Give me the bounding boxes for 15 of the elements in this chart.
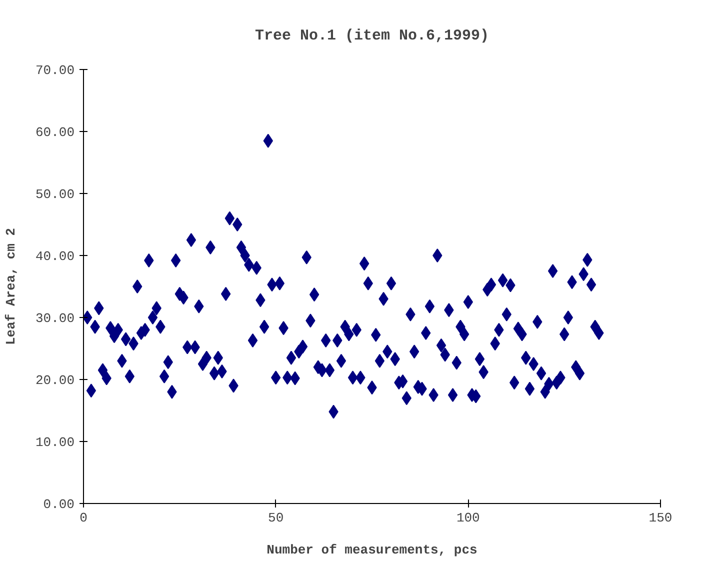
y-tick-label: 70.00 [35,63,75,78]
x-tick-label: 100 [456,510,480,526]
x-tick-label: 50 [268,510,284,526]
chart-title: Tree No.1 (item No.6,1999) [254,28,490,44]
x-tick-label: 0 [80,510,88,526]
x-axis-title: Number of measurements, pcs [266,542,478,558]
y-tick-label: 30.00 [35,311,75,326]
y-tick-label: 60.00 [35,125,75,140]
y-axis-title: Leaf Area, cm 2 [3,228,18,346]
y-tick-label: 20.00 [35,373,75,388]
x-tick-label: 150 [648,510,672,526]
y-tick-label: 10.00 [35,435,75,450]
y-tick-label: 40.00 [35,249,75,264]
y-tick-label: 50.00 [35,187,75,202]
y-tick-label: 0.00 [43,497,75,512]
